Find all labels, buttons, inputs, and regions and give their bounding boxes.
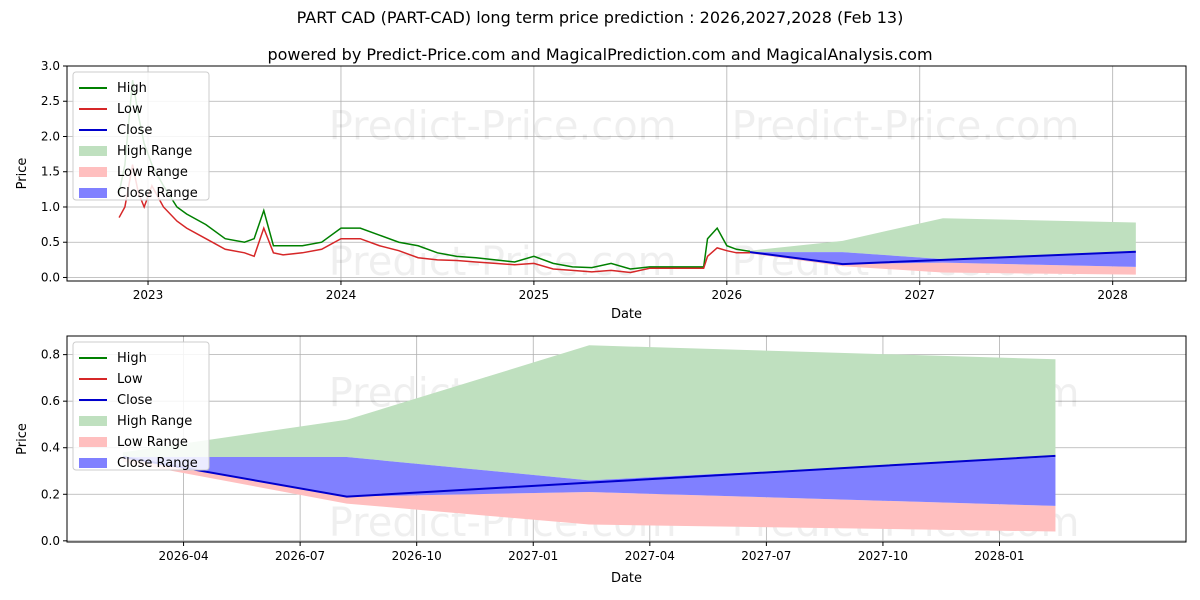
legend-low-range-swatch [79, 437, 107, 447]
y-tick-label: 0.8 [41, 348, 60, 362]
plot-frame [66, 335, 1187, 543]
x-axis-label: Date [611, 307, 642, 322]
legend-low-range-label: Low Range [117, 165, 188, 180]
legend-close-range-label: Close Range [117, 456, 198, 471]
high-range-area [749, 218, 1136, 260]
watermark-text: Predict-Price.com [732, 104, 1080, 150]
x-tick-label: 2027-01 [508, 549, 558, 563]
legend-low-label: Low [117, 372, 143, 387]
legend-close-range-label: Close Range [117, 186, 198, 201]
low-range-area [122, 457, 1056, 532]
x-tick-label: 2028-01 [974, 549, 1024, 563]
legend-high-label: High [117, 351, 147, 366]
x-tick-label: 2023 [133, 288, 164, 302]
y-tick-label: 0.2 [41, 487, 60, 501]
y-tick-label: 0.0 [41, 534, 60, 548]
low-range-area [749, 252, 1136, 275]
chart-panel-2: Predict-Price.comPredict-Price.comPredic… [15, 335, 1187, 586]
chart-panel-1: Predict-Price.com Predict-Price.com Predic… [15, 59, 1187, 322]
y-tick-label: 2.5 [41, 94, 60, 108]
x-tick-label: 2025 [519, 288, 550, 302]
y-tick-label: 0.0 [41, 270, 60, 284]
x-tick-label: 2027 [904, 288, 935, 302]
legend-high-range-label: High Range [117, 144, 192, 159]
legend-close-range-swatch [79, 188, 107, 198]
legend-high-label: High [117, 81, 147, 96]
y-tick-label: 0.6 [41, 394, 60, 408]
legend-close-range-swatch [79, 458, 107, 468]
x-tick-label: 2026-04 [158, 549, 208, 563]
x-tick-label: 2027-10 [858, 549, 908, 563]
high-series-line [118, 79, 751, 270]
legend-low-range-swatch [79, 167, 107, 177]
close-series-line [122, 454, 1056, 498]
high-range-area [122, 345, 1056, 481]
x-tick-label: 2027-04 [625, 549, 675, 563]
close-series-line [749, 250, 1136, 266]
legend-close-label: Close [117, 393, 152, 408]
chart-title: PART CAD (PART-CAD) long term price pred… [296, 8, 904, 27]
y-tick-label: 3.0 [41, 59, 60, 73]
low-series-line [118, 164, 750, 274]
legend-close-label: Close [117, 123, 152, 138]
y-tick-label: 1.5 [41, 165, 60, 179]
watermark-text: Predict-Price.com [329, 239, 677, 285]
legend-high-range-swatch [79, 416, 107, 426]
chart-subtitle: powered by Predict-Price.com and Magical… [267, 45, 933, 64]
y-axis-label: Price [15, 423, 30, 455]
x-tick-label: 2024 [326, 288, 357, 302]
y-tick-label: 0.5 [41, 235, 60, 249]
y-tick-label: 2.0 [41, 129, 60, 143]
legend-low-range-label: Low Range [117, 435, 188, 450]
y-tick-label: 1.0 [41, 200, 60, 214]
x-axis-label: Date [611, 571, 642, 586]
legend-high-range-label: High Range [117, 414, 192, 429]
x-tick-label: 2026 [712, 288, 743, 302]
y-tick-label: 0.4 [41, 441, 60, 455]
plot-frame [66, 65, 1187, 282]
y-axis-label: Price [15, 158, 30, 190]
legend-low-label: Low [117, 102, 143, 117]
watermark-text: Predict-Price.com [329, 104, 677, 150]
x-tick-label: 2026-07 [275, 549, 325, 563]
x-tick-label: 2026-10 [392, 549, 442, 563]
legend-high-range-swatch [79, 146, 107, 156]
x-tick-label: 2028 [1097, 288, 1128, 302]
x-tick-label: 2027-07 [741, 549, 791, 563]
